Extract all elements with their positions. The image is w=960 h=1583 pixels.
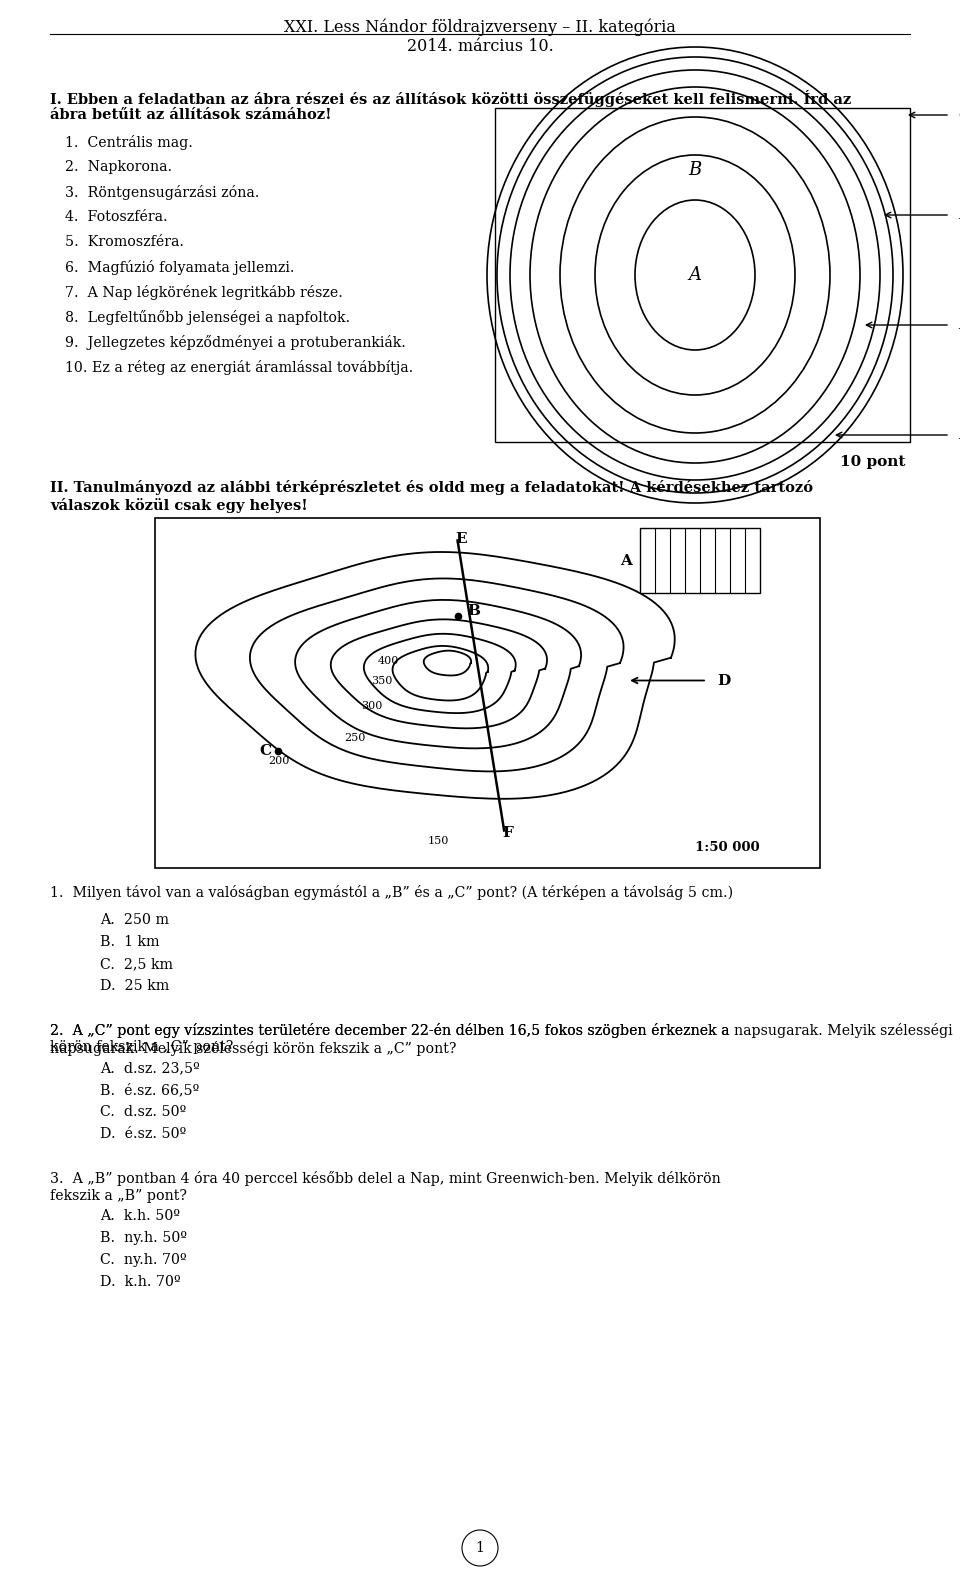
Text: 2.  Napkorona.: 2. Napkorona. [65,160,172,174]
Text: A.  250 m: A. 250 m [100,913,169,928]
Text: 9.  Jellegzetes képződményei a protuberankiák.: 9. Jellegzetes képződményei a protuberan… [65,336,406,350]
Text: F: F [958,427,960,442]
Text: 1: 1 [475,1540,485,1555]
Text: B: B [688,161,702,179]
Text: E: E [958,318,960,332]
Text: 8.  Legfeltűnőbb jelenségei a napfoltok.: 8. Legfeltűnőbb jelenségei a napfoltok. [65,310,350,325]
Text: C: C [259,744,272,758]
Text: 2014. március 10.: 2014. március 10. [407,38,553,55]
Text: 3.  Röntgensugárzási zóna.: 3. Röntgensugárzási zóna. [65,185,259,199]
Text: napsugarak. Melyik szélességi körön fekszik a „C” pont?: napsugarak. Melyik szélességi körön feks… [50,1042,456,1056]
Text: 5.  Kromoszféra.: 5. Kromoszféra. [65,234,184,249]
Text: B.  1 km: B. 1 km [100,936,159,948]
Text: 3.  A „B” pontban 4 óra 40 perccel később delel a Nap, mint Greenwich-ben. Melyi: 3. A „B” pontban 4 óra 40 perccel később… [50,1171,721,1186]
Text: D: D [717,673,731,687]
Text: 4.  Fotoszféra.: 4. Fotoszféra. [65,211,168,225]
Text: B: B [468,603,481,617]
Text: 10 pont: 10 pont [840,454,905,469]
Text: 10. Ez a réteg az energiát áramlással továbbítja.: 10. Ez a réteg az energiát áramlással to… [65,359,413,375]
Text: 350: 350 [372,676,393,685]
Text: A.  k.h. 50º: A. k.h. 50º [100,1209,180,1224]
Text: válaszok közül csak egy helyes!: válaszok közül csak egy helyes! [50,499,308,513]
Text: 250: 250 [345,733,366,742]
Text: 2.  A „C” pont egy vízszintes területére december 22-én délben 16,5 fokos szögbe: 2. A „C” pont egy vízszintes területére … [50,1023,730,1038]
Text: 1:50 000: 1:50 000 [695,841,759,853]
Text: II. Tanulmányozd az alábbi térképrészletet és oldd meg a feladatokat! A kérdések: II. Tanulmányozd az alábbi térképrészlet… [50,480,813,495]
Text: 1.  Milyen távol van a valóságban egymástól a „B” és a „C” pont? (A térképen a t: 1. Milyen távol van a valóságban egymást… [50,885,733,901]
Bar [155,518,820,867]
Text: C: C [958,108,960,122]
Text: C.  2,5 km: C. 2,5 km [100,958,173,970]
Text: 150: 150 [427,836,449,845]
Text: XXI. Less Nándor földrajzverseny – II. kategória: XXI. Less Nándor földrajzverseny – II. k… [284,17,676,35]
Text: D: D [958,207,960,222]
Text: C.  d.sz. 50º: C. d.sz. 50º [100,1105,186,1119]
Text: I. Ebben a feladatban az ábra részei és az állítások közötti összefüggéseket kel: I. Ebben a feladatban az ábra részei és … [50,90,852,108]
Text: D.  25 km: D. 25 km [100,978,169,993]
Text: 6.  Magfúzió folyamata jellemzi.: 6. Magfúzió folyamata jellemzi. [65,260,295,275]
Text: D.  é.sz. 50º: D. é.sz. 50º [100,1127,186,1141]
Text: 7.  A Nap légkörének legritkább része.: 7. A Nap légkörének legritkább része. [65,285,343,301]
Text: D.  k.h. 70º: D. k.h. 70º [100,1274,180,1289]
Bar [495,108,910,442]
Text: 200: 200 [268,755,289,766]
Text: A.  d.sz. 23,5º: A. d.sz. 23,5º [100,1061,200,1075]
Text: 400: 400 [378,655,399,665]
Bar [640,529,760,594]
Text: A: A [688,266,702,283]
Text: B.  ny.h. 50º: B. ny.h. 50º [100,1232,187,1244]
Text: C.  ny.h. 70º: C. ny.h. 70º [100,1254,186,1266]
Text: ábra betűit az állítások számához!: ábra betűit az állítások számához! [50,108,331,122]
Text: 1.  Centrális mag.: 1. Centrális mag. [65,135,193,150]
Text: A: A [620,554,633,567]
Text: fekszik a „B” pont?: fekszik a „B” pont? [50,1189,187,1203]
Text: E: E [455,532,467,546]
Text: B.  é.sz. 66,5º: B. é.sz. 66,5º [100,1083,200,1097]
Text: 2.  A „C” pont egy vízszintes területére december 22-én délben 16,5 fokos szögbe: 2. A „C” pont egy vízszintes területére … [50,1023,952,1054]
Text: 300: 300 [361,701,382,711]
Text: F: F [502,825,513,839]
